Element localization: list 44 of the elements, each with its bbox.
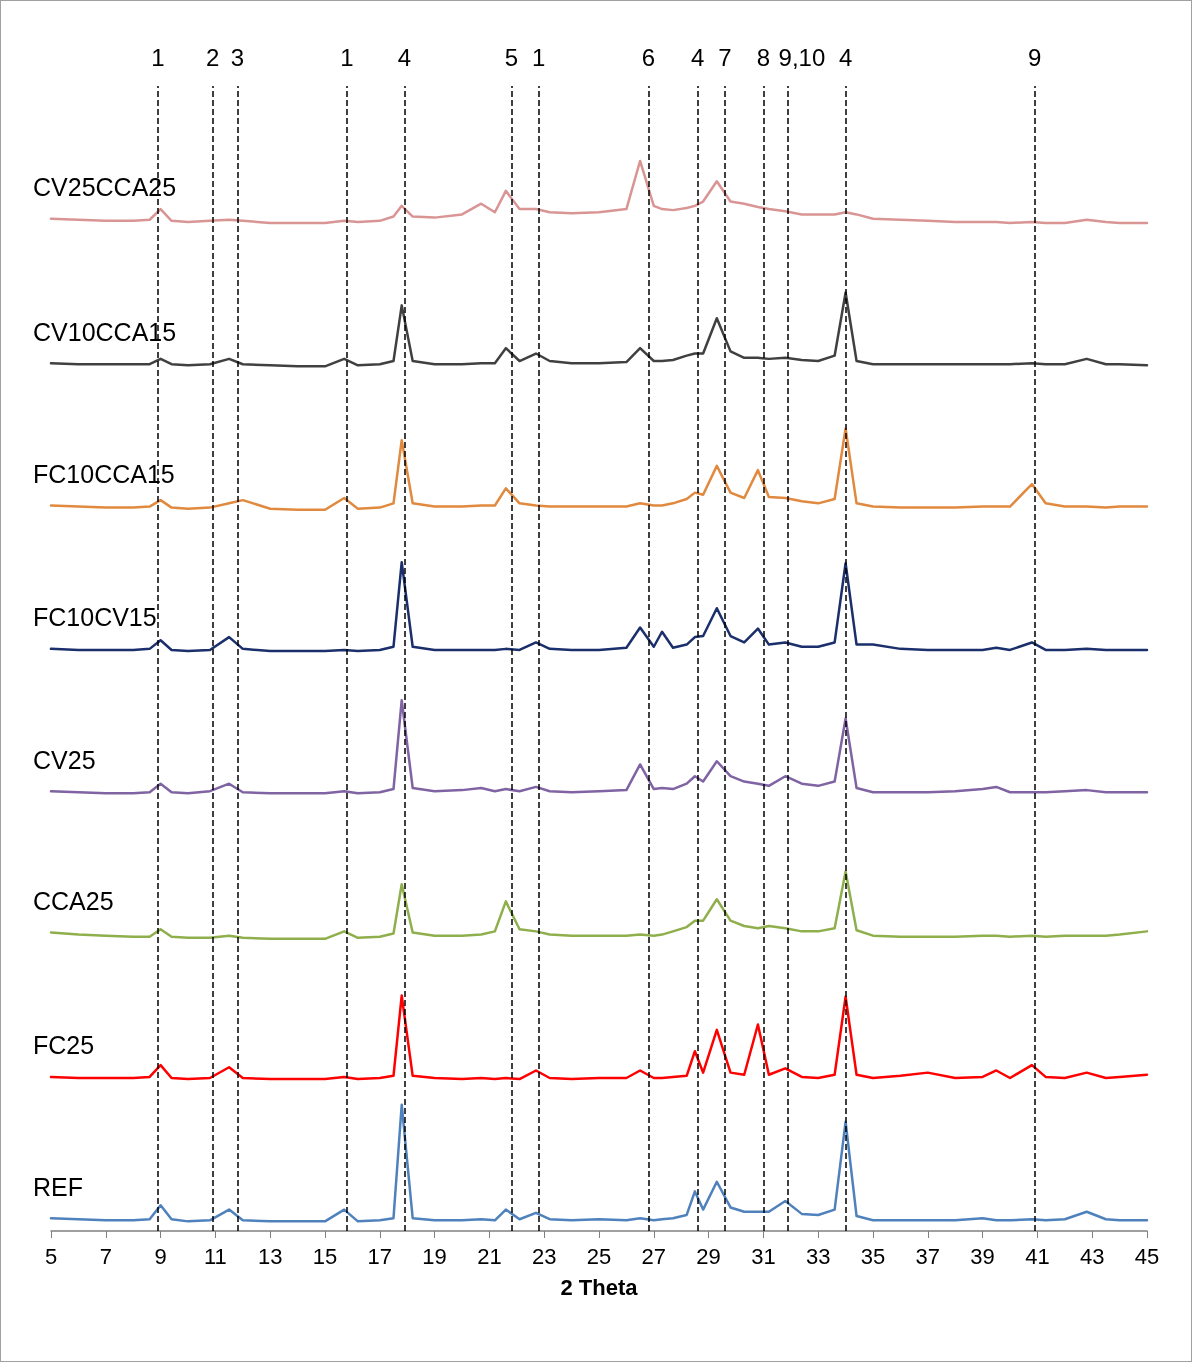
series-label: FC10CV15 (33, 603, 157, 632)
text: 9,10 (778, 43, 826, 71)
x-tick-label: 43 (1079, 1243, 1105, 1269)
text: 3 (230, 43, 244, 71)
series-label: CV10CCA15 (33, 317, 177, 346)
text: 5 (504, 43, 518, 71)
x-tick-label: 41 (1025, 1243, 1050, 1269)
series-label: CV25CCA25 (33, 173, 177, 202)
x-tick-label: 19 (422, 1243, 447, 1269)
x-tick-label: 21 (477, 1243, 502, 1269)
x-tick-label: 25 (586, 1243, 612, 1269)
text: 4 (397, 43, 412, 71)
x-tick-label: 17 (367, 1243, 393, 1269)
x-tick-label: 45 (1134, 1243, 1160, 1269)
x-tick-label: 23 (531, 1243, 557, 1269)
series-label: FC25 (33, 1031, 95, 1060)
x-tick-label: 39 (970, 1243, 995, 1269)
series-label: FC10CCA15 (33, 459, 175, 488)
x-tick-label: 11 (203, 1243, 227, 1269)
text: 4 (690, 43, 705, 71)
x-tick-label: 33 (805, 1243, 831, 1269)
text: 8 (756, 43, 771, 71)
text: 7 (718, 43, 732, 71)
text: 1 (340, 43, 354, 71)
text: 2 (205, 43, 220, 71)
text: 6 (641, 43, 655, 71)
x-tick-label: 5 (44, 1243, 58, 1269)
series-label: CV25 (33, 745, 96, 774)
x-tick-label: 13 (257, 1243, 283, 1269)
x-axis-title: 2 Theta (560, 1274, 639, 1300)
text: 1 (151, 43, 165, 71)
x-tick-label: 27 (641, 1243, 667, 1269)
x-tick-label: 35 (860, 1243, 886, 1269)
x-tick-label: 7 (99, 1243, 112, 1269)
text: 1 (532, 43, 546, 71)
x-tick-label: 15 (312, 1243, 338, 1269)
x-tick-label: 9 (154, 1243, 167, 1269)
text: 4 (838, 43, 853, 71)
series-label: REF (33, 1172, 83, 1201)
x-tick-label: 31 (751, 1243, 776, 1269)
series-label: CCA25 (33, 886, 114, 915)
x-tick-label: 37 (915, 1243, 941, 1269)
text: 9 (1027, 43, 1042, 71)
x-tick-label: 29 (696, 1243, 721, 1269)
